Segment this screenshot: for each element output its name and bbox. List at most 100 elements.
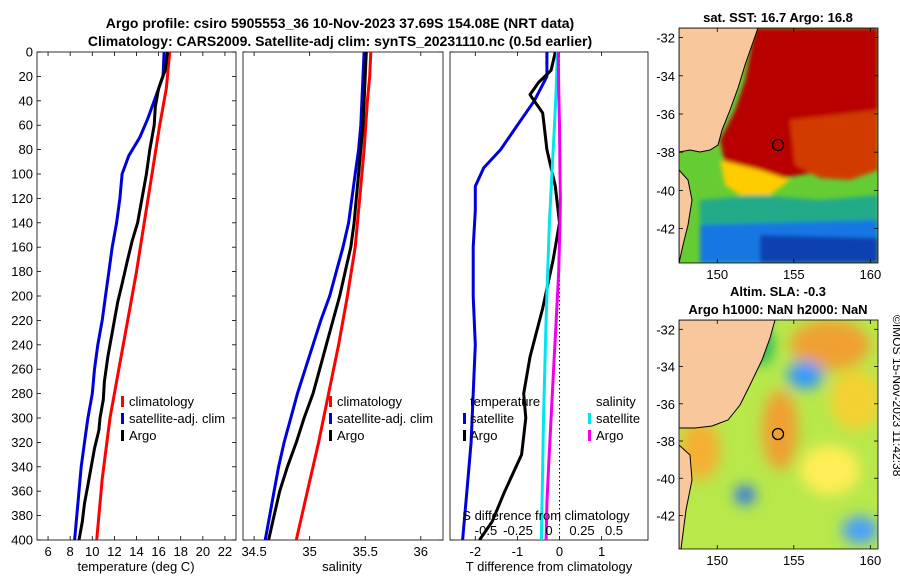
xtick-label: -1 (512, 544, 524, 559)
sla-land-mainland (679, 320, 776, 429)
ytick-label: 20 (19, 69, 33, 84)
ytick-label: 200 (11, 289, 33, 304)
lat-tick-label: -34 (656, 360, 675, 375)
temperature-axes-box (36, 51, 237, 541)
ytick-label: 380 (11, 508, 33, 523)
sst-coldest (760, 235, 878, 263)
legend-label: satellite (470, 411, 514, 426)
s-tick-label: -0.5 (475, 523, 497, 538)
ytick-label: 60 (19, 118, 33, 133)
sla-lat-axis: -32 -34 -36 -38 -40 -42 (656, 322, 878, 523)
sla-map-frame (678, 319, 879, 550)
series-line-temperature-argo (478, 52, 561, 540)
ytick-label: 320 (11, 435, 33, 450)
sla-low-2 (735, 486, 755, 504)
series-line-temperature-satellite (461, 52, 549, 540)
sst-lat-axis: -32 -34 -36 -38 -40 -42 (656, 31, 878, 237)
legend-swatch (463, 413, 466, 424)
legend-label: satellite-adj. clim (129, 411, 225, 426)
sst-lon-axis: 150 155 160 (706, 28, 881, 282)
legend-label: Argo (129, 428, 156, 443)
xtick-label: 10 (85, 544, 99, 559)
imos-watermark: ©IMOS 15-Nov-2023 11:42:38 (890, 315, 900, 477)
sla-mid-1 (800, 445, 860, 495)
salinity-legend: climatology satellite-adj. clim Argo (329, 394, 433, 443)
sla-high-1 (790, 320, 870, 370)
lat-tick-label: -32 (656, 31, 675, 46)
ytick-label: 340 (11, 459, 33, 474)
sla-map-title-1: Altim. SLA: -0.3 (730, 284, 826, 299)
series-line-argo (267, 52, 368, 540)
xtick-label: 18 (173, 544, 187, 559)
salinity-xlabel: salinity (322, 559, 362, 574)
difference-panel: -2 -1 0 1 temperature satellite Argo salinity s… (449, 51, 649, 574)
difference-legend: temperature satellite Argo salinity satellit… (463, 394, 640, 443)
legend-label: Argo (470, 428, 497, 443)
sla-low-1 (787, 361, 823, 389)
xtick-label: 1 (598, 544, 605, 559)
salinity-series (263, 52, 373, 540)
sla-lon-axis: 150 155 160 (706, 320, 881, 568)
series-line-climatology (294, 52, 373, 540)
sla-map-title-2: Argo h1000: NaN h2000: NaN (688, 302, 867, 317)
legend-swatch (121, 396, 124, 407)
difference-series (461, 52, 562, 540)
t-difference-xlabel: T difference from climatology (466, 559, 633, 574)
xtick-label: 14 (129, 544, 143, 559)
lat-tick-label: -42 (656, 222, 675, 237)
legend-swatch (329, 396, 332, 407)
xtick-label: 35 (302, 544, 316, 559)
ytick-label: 120 (11, 191, 33, 206)
ytick-label: 80 (19, 142, 33, 157)
sla-float-marker (771, 427, 785, 441)
ytick-label: 40 (19, 93, 33, 108)
figure-title-line2: Climatology: CARS2009. Satellite-adj cli… (88, 33, 592, 49)
xtick-label: 6 (44, 544, 51, 559)
legend-label: climatology (337, 394, 403, 409)
xtick-label: 12 (107, 544, 121, 559)
lat-tick-label: -36 (656, 107, 675, 122)
xtick-label: -2 (469, 544, 481, 559)
ytick-label: 220 (11, 313, 33, 328)
sst-land-mainland (679, 28, 759, 153)
legend-label: climatology (129, 394, 195, 409)
xtick-label: 22 (218, 544, 232, 559)
series-line-satellite-adj-clim (73, 52, 166, 540)
ytick-label: 0 (26, 45, 33, 60)
salinity-axes-box (242, 51, 444, 541)
series-line-salinity-satellite (539, 52, 559, 540)
ytick-label: 160 (11, 240, 33, 255)
legend-label: temperature (470, 394, 540, 409)
lon-tick-label: 155 (783, 267, 805, 282)
salinity-x-axis: 34.5 35 35.5 36 (241, 52, 428, 559)
temperature-series (73, 52, 172, 540)
ytick-label: 100 (11, 167, 33, 182)
lon-tick-label: 150 (706, 267, 728, 282)
xtick-label: 16 (151, 544, 165, 559)
legend-swatch (588, 413, 591, 424)
ytick-label: 400 (11, 533, 33, 548)
legend-label: satellite-adj. clim (337, 411, 433, 426)
ytick-label: 280 (11, 386, 33, 401)
xtick-label: 35.5 (353, 544, 378, 559)
s-tick-label: 0.5 (605, 523, 623, 538)
lat-tick-label: -38 (656, 145, 675, 160)
lat-tick-label: -40 (656, 471, 675, 486)
legend-swatch (121, 430, 124, 441)
legend-swatch (463, 430, 466, 441)
sst-map-title: sat. SST: 16.7 Argo: 16.8 (703, 10, 853, 25)
xtick-label: 34.5 (241, 544, 266, 559)
temperature-legend: climatology satellite-adj. clim Argo (121, 394, 225, 443)
sst-front-yellow (720, 160, 790, 195)
temperature-panel: 0204060801001201401601802002202402602803… (11, 45, 648, 574)
lat-tick-label: -38 (656, 434, 675, 449)
ytick-label: 260 (11, 362, 33, 377)
figure-title-line1: Argo profile: csiro 5905553_36 10-Nov-20… (106, 15, 574, 31)
lon-tick-label: 150 (706, 553, 728, 568)
series-line-salinity-argo (544, 52, 562, 540)
xtick-label: 0 (556, 544, 563, 559)
series-line-climatology (95, 52, 172, 540)
legend-label: Argo (596, 428, 623, 443)
lat-tick-label: -42 (656, 508, 675, 523)
